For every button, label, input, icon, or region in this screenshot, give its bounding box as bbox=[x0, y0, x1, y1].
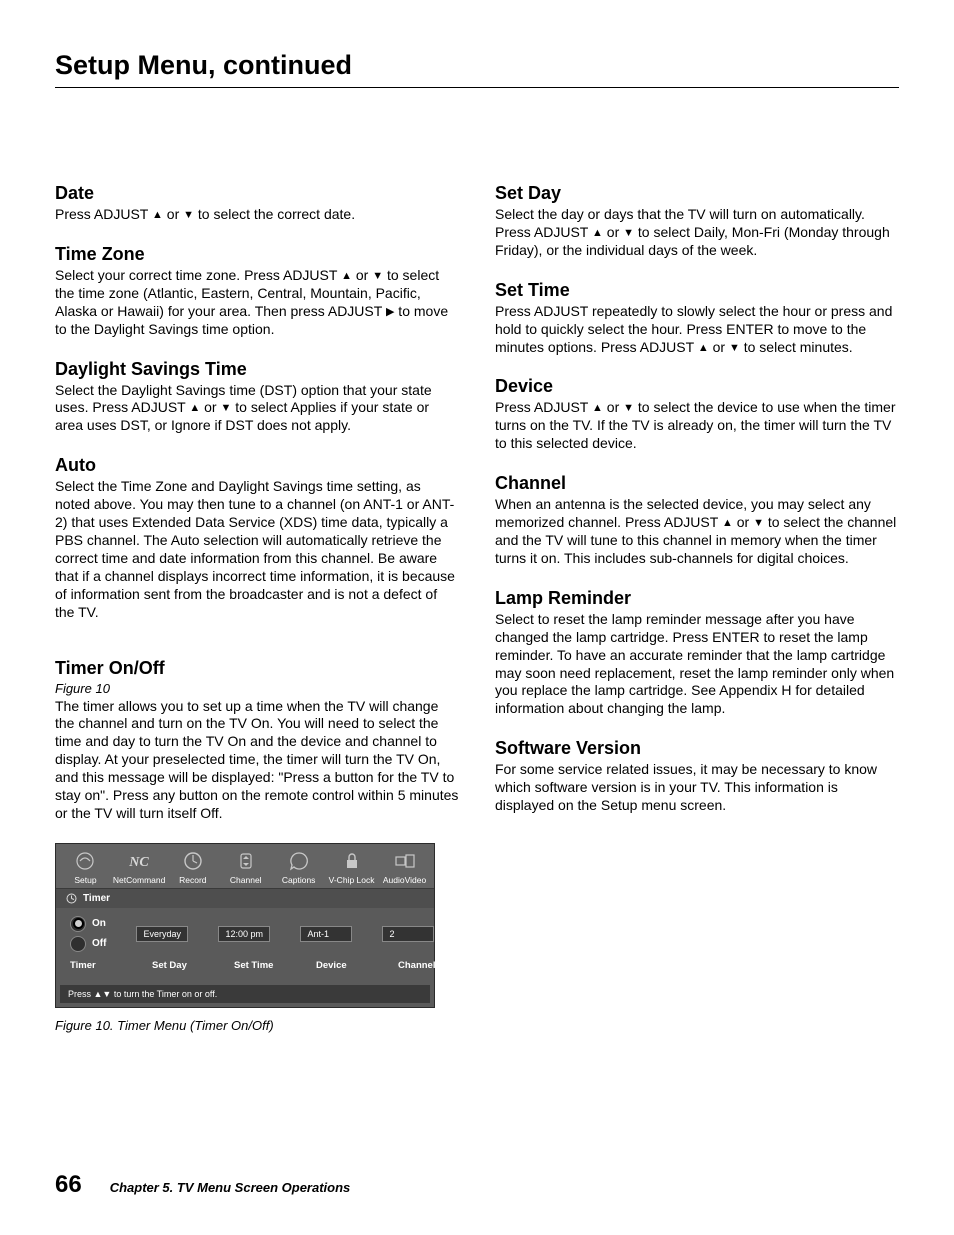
timer-hint: Press ▲▼ to turn the Timer on or off. bbox=[60, 985, 430, 1003]
page-number: 66 bbox=[55, 1171, 82, 1199]
field-set-time[interactable]: 12:00 pm bbox=[218, 926, 270, 942]
tab-captions[interactable]: Captions bbox=[273, 850, 324, 885]
col-label: Set Day bbox=[152, 960, 204, 971]
body-date: Press ADJUST ▲ or ▼ to select the correc… bbox=[55, 206, 459, 224]
tab-label: Channel bbox=[230, 875, 262, 885]
record-icon bbox=[180, 850, 206, 872]
menu-tabs: Setup NC NetCommand Record bbox=[56, 844, 434, 889]
radio-on[interactable] bbox=[70, 916, 86, 932]
netcommand-icon: NC bbox=[126, 850, 152, 872]
body-software: For some service related issues, it may … bbox=[495, 761, 899, 815]
tab-vchip[interactable]: V-Chip Lock bbox=[326, 850, 377, 885]
tab-label: Captions bbox=[282, 875, 316, 885]
field-channel[interactable]: 2 bbox=[382, 926, 434, 942]
figure-caption: Figure 10. Timer Menu (Timer On/Off) bbox=[55, 1018, 459, 1033]
content-columns: Date Press ADJUST ▲ or ▼ to select the c… bbox=[55, 183, 899, 1033]
heading-software: Software Version bbox=[495, 738, 899, 759]
field-device[interactable]: Ant-1 bbox=[300, 926, 352, 942]
tab-label: Setup bbox=[74, 875, 96, 885]
captions-icon bbox=[286, 850, 312, 872]
heading-date: Date bbox=[55, 183, 459, 204]
chapter-label: Chapter 5. TV Menu Screen Operations bbox=[110, 1180, 351, 1195]
col-label: Timer bbox=[70, 960, 122, 971]
body-set-time: Press ADJUST repeatedly to slowly select… bbox=[495, 303, 899, 357]
timer-labels: Timer Set Day Set Time Device Channel bbox=[70, 956, 424, 977]
heading-auto: Auto bbox=[55, 455, 459, 476]
tab-label: NetCommand bbox=[113, 875, 165, 885]
body-channel: When an antenna is the selected device, … bbox=[495, 496, 899, 568]
body-device: Press ADJUST ▲ or ▼ to select the device… bbox=[495, 399, 899, 453]
heading-set-time: Set Time bbox=[495, 280, 899, 301]
col-label: Channel bbox=[398, 960, 450, 971]
field-set-day[interactable]: Everyday bbox=[136, 926, 188, 942]
col-label: Device bbox=[316, 960, 368, 971]
tab-channel[interactable]: Channel bbox=[220, 850, 271, 885]
heading-lamp: Lamp Reminder bbox=[495, 588, 899, 609]
right-column: Set Day Select the day or days that the … bbox=[495, 183, 899, 1033]
label-off: Off bbox=[92, 938, 106, 949]
timer-subheader: Timer bbox=[56, 889, 434, 908]
heading-device: Device bbox=[495, 376, 899, 397]
tab-label: Record bbox=[179, 875, 206, 885]
channel-icon bbox=[233, 850, 259, 872]
timer-onoff[interactable]: On Off bbox=[70, 916, 106, 952]
body-time-zone: Select your correct time zone. Press ADJ… bbox=[55, 267, 459, 339]
heading-channel: Channel bbox=[495, 473, 899, 494]
setup-icon bbox=[72, 850, 98, 872]
tab-netcommand[interactable]: NC NetCommand bbox=[113, 850, 165, 885]
body-auto: Select the Time Zone and Daylight Saving… bbox=[55, 478, 459, 621]
tab-label: AudioVideo bbox=[383, 875, 426, 885]
heading-time-zone: Time Zone bbox=[55, 244, 459, 265]
tab-audiovideo[interactable]: AudioVideo bbox=[379, 850, 430, 885]
figure-ref: Figure 10 bbox=[55, 681, 459, 696]
tab-record[interactable]: Record bbox=[167, 850, 218, 885]
svg-text:NC: NC bbox=[128, 855, 149, 870]
timer-body: On Off Everyday 12:00 pm Ant-1 2 Timer S… bbox=[56, 908, 434, 983]
audiovideo-icon bbox=[392, 850, 418, 872]
tab-label: V-Chip Lock bbox=[329, 875, 375, 885]
heading-set-day: Set Day bbox=[495, 183, 899, 204]
body-set-day: Select the day or days that the TV will … bbox=[495, 206, 899, 260]
body-lamp: Select to reset the lamp reminder messag… bbox=[495, 611, 899, 718]
clock-icon bbox=[66, 893, 77, 904]
page-title: Setup Menu, continued bbox=[55, 50, 899, 81]
label-on: On bbox=[92, 918, 106, 929]
heading-dst: Daylight Savings Time bbox=[55, 359, 459, 380]
title-rule bbox=[55, 87, 899, 88]
timer-menu-figure: Setup NC NetCommand Record bbox=[55, 843, 435, 1008]
heading-timer: Timer On/Off bbox=[55, 658, 459, 679]
lock-icon bbox=[339, 850, 365, 872]
tab-setup[interactable]: Setup bbox=[60, 850, 111, 885]
body-dst: Select the Daylight Savings time (DST) o… bbox=[55, 382, 459, 436]
radio-off[interactable] bbox=[70, 936, 86, 952]
timer-subheader-label: Timer bbox=[83, 893, 110, 904]
col-label: Set Time bbox=[234, 960, 286, 971]
body-timer: The timer allows you to set up a time wh… bbox=[55, 698, 459, 823]
left-column: Date Press ADJUST ▲ or ▼ to select the c… bbox=[55, 183, 459, 1033]
page-footer: 66 Chapter 5. TV Menu Screen Operations bbox=[55, 1171, 350, 1199]
